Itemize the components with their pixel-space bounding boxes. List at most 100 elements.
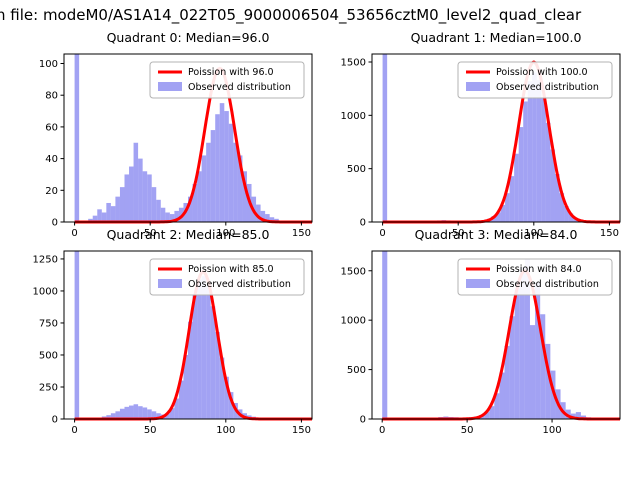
histogram-bar (192, 183, 198, 222)
histogram-bar (201, 276, 207, 419)
histogram-bar (580, 415, 587, 419)
histogram-bar (568, 213, 574, 222)
histogram-bar (550, 149, 555, 222)
legend-box (457, 61, 613, 99)
histogram-bar (165, 212, 170, 222)
legend-patch-sample (466, 82, 490, 91)
histogram-bar (110, 413, 116, 419)
histogram-bar (119, 187, 125, 222)
histogram-bar (541, 98, 546, 222)
histogram-plot-quadrant-2: 0 50 100 150 0 250 500 750 1000 1250 Poission with… (33, 250, 313, 436)
x-tick-label: 150 (292, 425, 311, 436)
axis-ticks: 0 50 100 150 0 20 40 60 80 100 (39, 59, 311, 239)
histogram-bar (142, 171, 148, 222)
x-tick-label: 0 (379, 425, 385, 436)
histogram-bar (160, 207, 166, 222)
legend-patch-sample (466, 279, 490, 288)
histogram-bar (242, 171, 247, 222)
y-tick-label: 500 (347, 164, 366, 175)
histogram-bar (256, 204, 261, 222)
x-tick-label: 50 (144, 425, 157, 436)
y-tick-label: 0 (360, 415, 366, 426)
histogram-bar (509, 176, 515, 222)
histogram-bar (519, 266, 525, 419)
axes-spines (63, 53, 313, 223)
histogram-bar (527, 81, 533, 222)
histogram-bar (224, 376, 229, 419)
axes-spines (63, 250, 313, 420)
histogram-bar (106, 415, 111, 419)
histogram-bar (178, 380, 184, 419)
histogram-bar (224, 111, 229, 222)
histogram-bar (101, 212, 107, 222)
histogram-bar (564, 206, 569, 222)
histogram-bar (499, 372, 505, 419)
histogram-bar (575, 412, 581, 419)
legend-box (149, 258, 305, 296)
x-tick-label: 0 (71, 425, 77, 436)
histogram-bar (169, 214, 175, 222)
histogram-bar (265, 214, 270, 222)
axis-ticks: 0 50 100 150 0 250 500 750 1000 1250 (33, 254, 311, 436)
histogram-bar (523, 101, 528, 222)
legend-box (149, 61, 305, 99)
histogram-bar (106, 202, 111, 222)
histogram-bar (215, 114, 220, 222)
histogram-bar (156, 199, 161, 222)
y-tick-label: 250 (39, 382, 58, 393)
histogram-bar (514, 288, 520, 419)
x-tick-label: 0 (71, 228, 77, 239)
histogram-bar (500, 204, 506, 222)
histogram-bar (496, 212, 501, 222)
histogram-bar (494, 393, 500, 419)
x-tick-label: 150 (600, 228, 619, 239)
subplot-quadrant-1: Quadrant 1: Median=100.0 0 50 100 150 0 500 10… (326, 28, 626, 246)
x-tick-label: 100 (216, 228, 235, 239)
legend-label-observed: Observed distribution (496, 279, 599, 290)
histogram-plot-quadrant-0: 0 50 100 150 0 20 40 60 80 100 Poission with 96.0 O… (39, 53, 313, 239)
histogram-bar (215, 331, 220, 419)
legend: Poission with 85.0 Observed distribution (149, 258, 305, 296)
histogram-bar (142, 407, 148, 419)
histogram-bar (151, 411, 157, 419)
histogram-bar (138, 406, 143, 419)
y-tick-label: 1500 (341, 58, 366, 69)
y-tick-label: 60 (45, 122, 58, 133)
subplot-quadrant-2: Quadrant 2: Median=85.0 0 50 100 150 0 250 500… (18, 225, 318, 443)
histogram-bar (88, 218, 93, 222)
histogram-bar (92, 215, 98, 222)
histogram-bar (169, 408, 175, 419)
legend-patch-sample (158, 279, 182, 288)
subplot-title-quadrant-1: Quadrant 1: Median=100.0 (410, 30, 582, 45)
histogram-bar (535, 282, 541, 419)
legend-label-poisson: Poission with 84.0 (496, 264, 582, 275)
y-tick-label: 500 (39, 350, 58, 361)
y-tick-label: 1000 (33, 286, 58, 297)
histogram-bar (197, 171, 202, 222)
histogram-bar (382, 54, 388, 222)
axes-spines (371, 53, 621, 223)
histogram-bar (545, 343, 551, 419)
histogram-bar (97, 209, 102, 222)
y-tick-label: 0 (52, 218, 58, 229)
x-tick-label: 100 (543, 425, 562, 436)
histogram-bar (210, 306, 216, 419)
histogram-bar (228, 392, 234, 419)
y-tick-label: 1250 (33, 254, 58, 265)
histogram-bar (147, 409, 152, 419)
x-tick-label: 100 (216, 425, 235, 436)
y-tick-label: 500 (347, 365, 366, 376)
axes-spines (371, 250, 621, 420)
histogram-bar (529, 325, 536, 419)
subplot-title-quadrant-2: Quadrant 2: Median=85.0 (106, 227, 270, 242)
histogram-bar (192, 294, 198, 419)
histogram-bar (269, 217, 275, 222)
histogram-bar (559, 193, 565, 222)
y-tick-label: 40 (45, 154, 58, 165)
subplot-title-quadrant-3: Quadrant 3: Median=84.0 (414, 227, 578, 242)
histogram-bar (233, 142, 238, 222)
y-tick-label: 80 (45, 91, 58, 102)
